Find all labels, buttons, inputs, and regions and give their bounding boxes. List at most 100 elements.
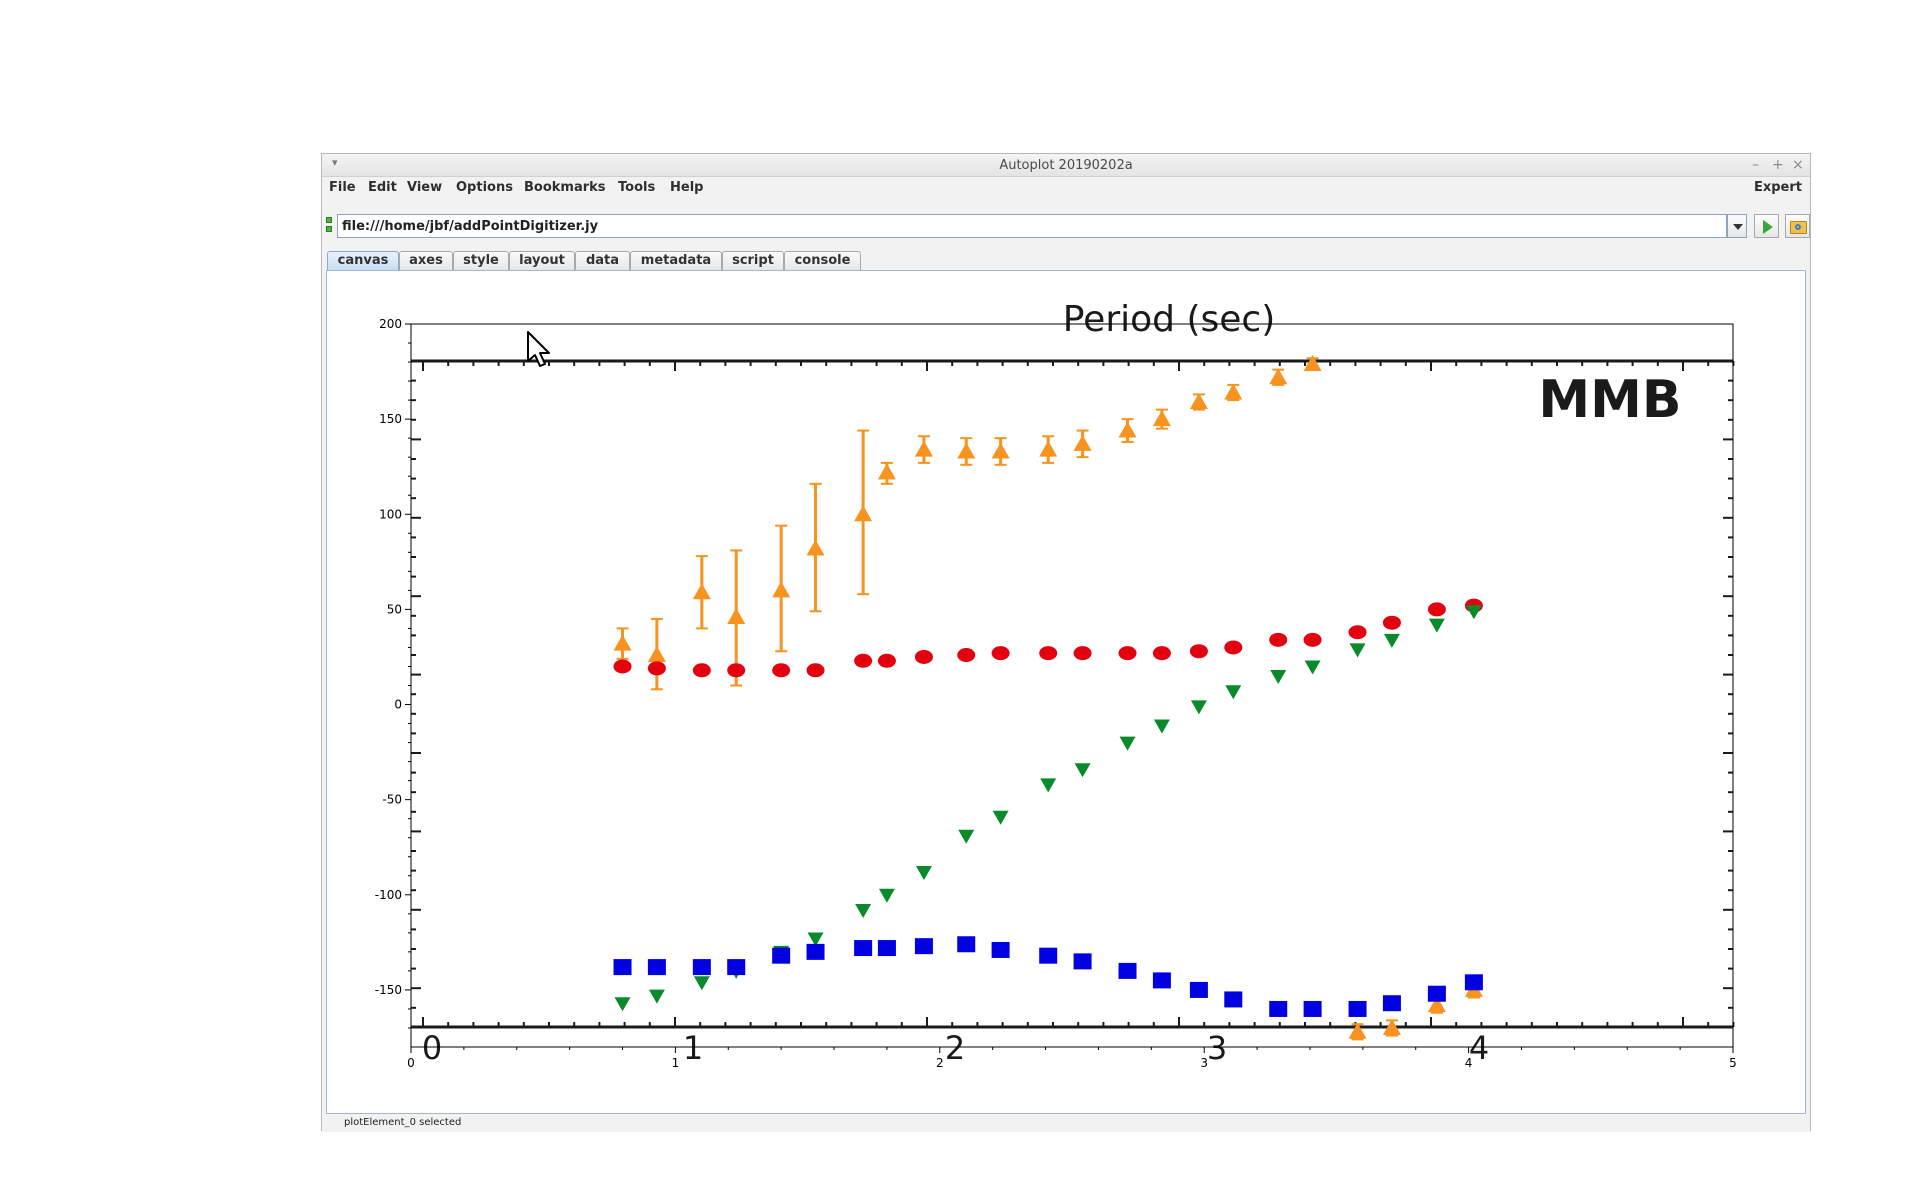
series-4-point-1: [613, 959, 632, 976]
series-2-point-1: [613, 659, 632, 674]
series-3-point-2: [648, 989, 665, 1004]
series-3-point-12: [1040, 778, 1057, 793]
series-1-point-15: [1152, 410, 1171, 427]
tab-metadata[interactable]: metadata: [630, 251, 722, 271]
tab-console[interactable]: console: [784, 251, 861, 271]
dropdown-arrow-icon[interactable]: [1727, 214, 1747, 238]
series-1-point-5: [772, 581, 791, 598]
series-2-point-16: [1189, 644, 1208, 659]
series-2-point-6: [806, 663, 825, 678]
series-4-point-3: [692, 959, 711, 976]
y-tick-label-5: -50: [382, 793, 402, 807]
series-1-point-12: [1039, 440, 1058, 457]
series-2-point-20: [1348, 625, 1367, 640]
series-2-point-4: [727, 663, 746, 678]
plot-axes: 0 1 2 3 4 5 200 150 100 50 0 -50 -100 -150: [375, 317, 1737, 1070]
status-indicator-icon: [326, 217, 332, 235]
series-1-point-4: [727, 608, 746, 625]
autoplot-window: ▾ Autoplot 20190202a – + × File Edit Vie…: [321, 153, 1811, 1132]
background-corner-label: MMB: [1538, 370, 1681, 430]
series-3-point-10: [958, 829, 975, 844]
expert-mode-label[interactable]: Expert: [1753, 180, 1802, 195]
menu-help[interactable]: Help: [670, 180, 704, 195]
series-2-point-2: [647, 661, 666, 676]
series-3-point-8: [878, 888, 895, 903]
series-3-point-11: [992, 810, 1009, 825]
folder-browse-icon[interactable]: [1785, 214, 1810, 238]
series-4-point-13: [1073, 953, 1092, 970]
series-3-point-22: [1428, 618, 1445, 633]
window-title: Autoplot 20190202a: [999, 158, 1133, 173]
series-4-point-16: [1189, 981, 1208, 998]
menu-view[interactable]: View: [407, 180, 443, 195]
series-2-point-9: [914, 649, 933, 664]
series-4-point-5: [772, 947, 791, 964]
series-1-point-6: [806, 539, 825, 556]
series-4-point-19: [1303, 1000, 1322, 1017]
series-1-point-18: [1269, 368, 1288, 385]
series-1-point-20: [1348, 1022, 1367, 1039]
series-1-point-19: [1303, 354, 1322, 371]
series-2-point-11: [991, 646, 1010, 661]
series-3-point-13: [1074, 763, 1091, 778]
y-tick-label-7: -150: [375, 983, 402, 997]
series-4-point-9: [914, 938, 933, 955]
status-text: plotElement_0 selected: [344, 1117, 462, 1128]
tab-axes[interactable]: axes: [399, 251, 453, 271]
mouse-pointer-icon: [527, 331, 550, 367]
tab-canvas[interactable]: canvas: [327, 251, 399, 271]
play-icon[interactable]: [1754, 214, 1779, 238]
url-toolbar: [322, 213, 1810, 241]
series-2-point-7: [854, 653, 873, 668]
series-4-point-11: [991, 941, 1010, 958]
series-4-point-7: [854, 940, 873, 957]
tab-data[interactable]: data: [575, 251, 630, 271]
series-4-point-23: [1464, 974, 1483, 991]
background-top-label: Period (sec): [1063, 299, 1275, 340]
series-2-point-12: [1039, 646, 1058, 661]
series-3-point-21: [1383, 633, 1400, 648]
series-1-point-11: [991, 442, 1010, 459]
data-marks: [613, 354, 1483, 1041]
menu-bookmarks[interactable]: Bookmarks: [524, 180, 606, 195]
y-tick-label-6: -100: [375, 888, 402, 902]
maximize-icon[interactable]: +: [1772, 157, 1784, 173]
tab-style[interactable]: style: [453, 251, 509, 271]
series-1-point-7: [854, 505, 873, 522]
series-3-point-23: [1465, 605, 1482, 620]
url-input[interactable]: [337, 214, 1727, 238]
series-3-point-19: [1304, 660, 1321, 675]
menu-edit[interactable]: Edit: [368, 180, 397, 195]
background-x-tick-3: 3: [1207, 1029, 1227, 1067]
x-tick-label-0: 0: [407, 1056, 415, 1070]
series-3-point-15: [1153, 719, 1170, 734]
y-tick-label-0: 200: [379, 317, 402, 331]
menu-options[interactable]: Options: [456, 180, 513, 195]
tab-layout[interactable]: layout: [509, 251, 575, 271]
tab-script[interactable]: script: [722, 251, 784, 271]
close-icon[interactable]: ×: [1792, 157, 1804, 173]
series-2-point-18: [1269, 632, 1288, 647]
series-3-point-3: [693, 976, 710, 991]
series-2-point-14: [1118, 646, 1137, 661]
x-tick-label-4: 4: [1465, 1056, 1473, 1070]
series-1-point-9: [914, 440, 933, 457]
plot-canvas[interactable]: Period (sec) MMB 0 1 2 3 4 0 1 2 3 4 52001501…: [327, 271, 1805, 1113]
menu-tools[interactable]: Tools: [618, 180, 656, 195]
canvas-panel[interactable]: Period (sec) MMB 0 1 2 3 4 0 1 2 3 4 5 200 150 1…: [326, 270, 1806, 1114]
menu-file[interactable]: File: [329, 180, 356, 195]
series-4-point-18: [1269, 1000, 1288, 1017]
background-image-area: [411, 324, 1733, 1047]
series-3-point-20: [1349, 643, 1366, 658]
series-1-point-16: [1189, 393, 1208, 410]
series-3-point-1: [614, 997, 631, 1012]
window-menu-icon[interactable]: ▾: [332, 156, 338, 169]
series-2-point-17: [1224, 640, 1243, 655]
series-1-point-1: [613, 634, 632, 651]
series-2-point-8: [877, 653, 896, 668]
minimize-icon[interactable]: –: [1752, 157, 1759, 173]
series-2-point-10: [957, 648, 976, 663]
x-tick-label-3: 3: [1200, 1056, 1208, 1070]
background-x-tick-4: 4: [1469, 1029, 1489, 1067]
series-3-point-14: [1119, 736, 1136, 751]
